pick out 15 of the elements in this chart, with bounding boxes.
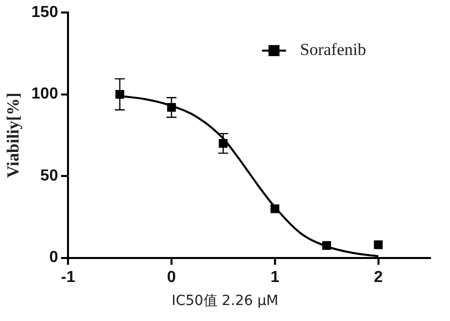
point	[270, 204, 280, 214]
point	[167, 103, 176, 112]
x-tick-label: 2	[374, 268, 383, 286]
point	[322, 241, 331, 250]
y-tick-label: 100	[31, 86, 58, 103]
y-tick-label: 50	[40, 167, 58, 184]
x-axis-title: IC50值 2.26 μM	[170, 292, 280, 310]
y-axis-title: Viabiliy[%]	[4, 92, 23, 178]
x-tick-label: 1	[270, 268, 280, 286]
y-tick-label: 150	[31, 4, 58, 22]
point	[374, 240, 383, 250]
y-tick-label: 0	[49, 249, 58, 266]
legend-label: Sorafenib	[300, 40, 366, 60]
x-tick-label: -1	[60, 268, 76, 286]
x-tick-label: 0	[167, 268, 176, 286]
